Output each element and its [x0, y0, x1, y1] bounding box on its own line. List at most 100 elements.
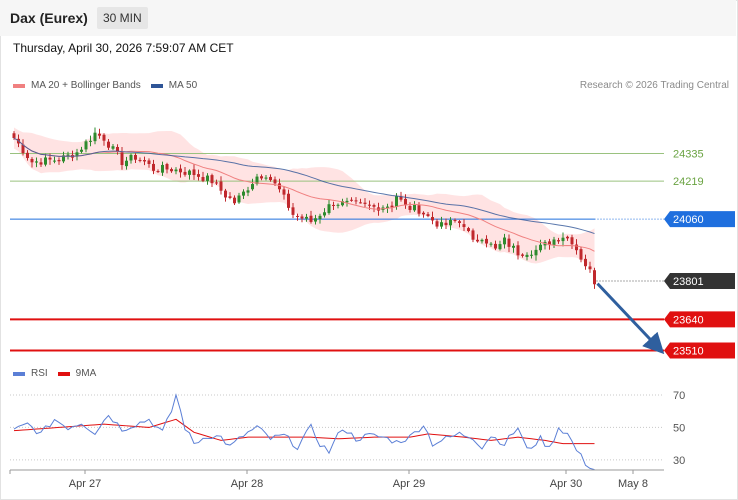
instrument-title: Dax (Eurex) [10, 10, 88, 26]
timestamp: Thursday, April 30, 2026 7:59:07 AM CET [13, 41, 234, 55]
candle-body [332, 204, 335, 206]
candle-body [359, 202, 362, 204]
candle-body [458, 221, 461, 223]
candle-body [210, 175, 214, 184]
candle-body [107, 141, 110, 148]
ma20-line [13, 137, 595, 252]
candle-body [116, 146, 119, 152]
candle-body [395, 196, 398, 207]
candle-body [246, 190, 250, 193]
candle-body [566, 236, 569, 239]
price-legend: MA 20 + Bollinger Bands MA 50 [13, 80, 197, 91]
candle-body [368, 204, 371, 206]
candle-body [165, 163, 169, 170]
candle-body [512, 245, 515, 248]
candle-body [345, 200, 349, 203]
candle-body [98, 133, 101, 136]
level-tag-24060 [664, 211, 735, 228]
candle-body [494, 243, 497, 249]
candle-body [233, 197, 236, 204]
candle-body [530, 254, 533, 256]
rsi-line [13, 393, 595, 471]
candle-body [444, 222, 448, 226]
price-plot: 24335 24219 24060 23801 23640 23510 [10, 127, 735, 359]
timeframe-button[interactable]: 30 MIN [97, 7, 148, 29]
rsi-plot: 70 50 30 [10, 390, 685, 471]
candle-body [593, 270, 596, 285]
candle-body [287, 193, 290, 208]
candle-body [516, 245, 520, 256]
rsi-tick-30: 30 [673, 455, 685, 467]
candle-body [354, 200, 358, 202]
candle-body [75, 152, 79, 157]
candle-body [251, 184, 254, 190]
rsi-ma-swatch [57, 371, 70, 376]
candle-body [143, 160, 146, 162]
candle-body [197, 174, 200, 177]
candle-body [341, 201, 344, 206]
candle-body [156, 171, 160, 173]
candle-body [570, 237, 574, 245]
candle-body [174, 169, 178, 172]
candle-body [417, 205, 421, 214]
candle-body [179, 168, 182, 173]
x-tick-label-apr-30: Apr 30 [550, 478, 582, 490]
candle-body [138, 159, 142, 161]
candle-body [147, 160, 151, 164]
level-label-23510: 23510 [673, 345, 704, 357]
ma20-legend-label: MA 20 + Bollinger Bands [31, 80, 141, 91]
candle-body [170, 169, 173, 172]
candle-body [224, 190, 227, 198]
candle-body [26, 152, 29, 159]
ma50-line [13, 137, 595, 235]
candle-body [521, 254, 524, 256]
candle-body [237, 195, 241, 203]
candle-body [102, 134, 106, 141]
candle-body [539, 244, 542, 251]
candle-body [561, 237, 565, 242]
candle-body [300, 216, 304, 219]
candle-body [291, 207, 295, 215]
candle-body [111, 146, 115, 149]
bollinger-band [14, 127, 595, 275]
candle-body [39, 162, 43, 165]
candle-body [575, 244, 578, 251]
candle-body [485, 238, 488, 244]
x-tick-label-may-8: May 8 [618, 478, 648, 490]
candle-body [431, 217, 434, 221]
candle-body [449, 220, 452, 226]
candle-body [125, 160, 128, 167]
rsi-tick-70: 70 [673, 390, 685, 402]
candle-body [426, 214, 430, 217]
candle-body [399, 196, 403, 200]
candle-body [588, 266, 592, 270]
candle-body [215, 182, 218, 184]
candle-body [323, 212, 326, 216]
candle-body [314, 218, 317, 222]
candle-body [228, 196, 232, 198]
candle-body [44, 157, 47, 165]
candle-body [372, 205, 376, 207]
rsi-ma-legend-label: 9MA [75, 368, 97, 379]
rsi-swatch [13, 371, 25, 376]
candle-body [489, 243, 493, 245]
candle-body [66, 154, 70, 156]
candle-body [134, 155, 137, 160]
candle-body [57, 159, 61, 162]
candle-body [498, 244, 502, 250]
candle-body [453, 219, 457, 221]
candle-body [89, 140, 92, 142]
candle-body [548, 241, 551, 246]
candle-body [462, 224, 466, 228]
x-tick-label-apr-27: Apr 27 [69, 478, 101, 490]
rsi-tick-50: 50 [673, 422, 685, 434]
candle-body [161, 164, 164, 173]
candle-body [327, 204, 331, 214]
candle-body [53, 160, 56, 162]
rsi-ma-line [13, 418, 595, 445]
candle-body [84, 141, 88, 150]
candle-body [62, 155, 65, 162]
candle-body [183, 171, 187, 175]
candle-body [260, 176, 263, 179]
